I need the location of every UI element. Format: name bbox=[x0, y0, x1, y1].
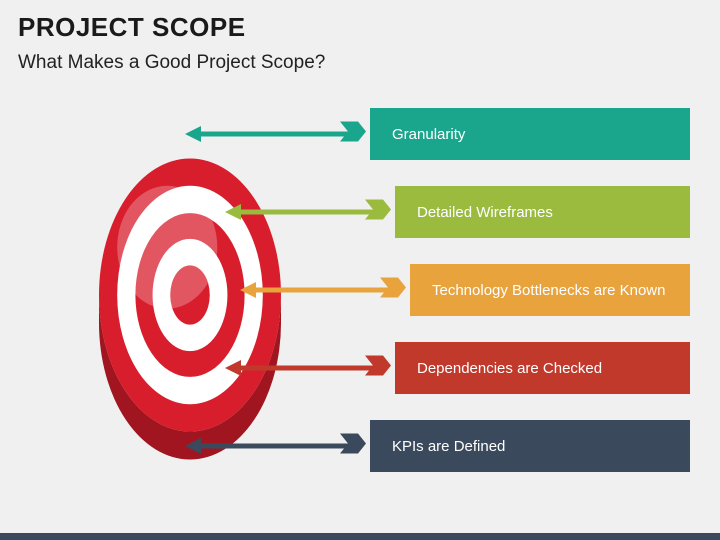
page-subtitle-text: What Makes a Good Project Scope? bbox=[18, 52, 325, 73]
arrow-shaft bbox=[241, 210, 381, 215]
arrow-shaft bbox=[256, 288, 396, 293]
item-row: Granularity bbox=[300, 108, 700, 160]
arrow-fletch-icon bbox=[340, 118, 370, 151]
arrow-head-icon bbox=[240, 282, 256, 298]
arrow-shaft bbox=[201, 444, 356, 449]
arrow-head-icon bbox=[185, 438, 201, 454]
item-row: Dependencies are Checked bbox=[300, 342, 700, 394]
item-row: Detailed Wireframes bbox=[300, 186, 700, 238]
arrow-shaft bbox=[241, 366, 381, 371]
item-label-box: KPIs are Defined bbox=[370, 420, 690, 472]
page-title: PROJECT SCOPE bbox=[18, 12, 246, 43]
arrow-fletch-icon bbox=[380, 274, 410, 307]
arrow-head-icon bbox=[185, 126, 201, 142]
item-label-box: Detailed Wireframes bbox=[395, 186, 690, 238]
arrow-shaft bbox=[201, 132, 356, 137]
page-title-text: PROJECT SCOPE bbox=[18, 12, 246, 42]
arrow-head-icon bbox=[225, 360, 241, 376]
item-label: KPIs are Defined bbox=[392, 438, 505, 455]
footer-bar bbox=[0, 533, 720, 540]
arrow-fletch-icon bbox=[365, 352, 395, 385]
arrow-fletch-icon bbox=[365, 196, 395, 229]
item-label-box: Dependencies are Checked bbox=[395, 342, 690, 394]
page-subtitle: What Makes a Good Project Scope? bbox=[18, 52, 325, 74]
item-label: Dependencies are Checked bbox=[417, 360, 602, 377]
items-list: Granularity Detailed Wireframes Technolo… bbox=[300, 108, 700, 498]
item-label: Technology Bottlenecks are Known bbox=[432, 282, 665, 299]
item-label-box: Granularity bbox=[370, 108, 690, 160]
item-label: Detailed Wireframes bbox=[417, 204, 553, 221]
arrow-fletch-icon bbox=[340, 430, 370, 463]
item-row: Technology Bottlenecks are Known bbox=[300, 264, 700, 316]
item-row: KPIs are Defined bbox=[300, 420, 700, 472]
arrow-head-icon bbox=[225, 204, 241, 220]
item-label: Granularity bbox=[392, 126, 465, 143]
item-label-box: Technology Bottlenecks are Known bbox=[410, 264, 690, 316]
